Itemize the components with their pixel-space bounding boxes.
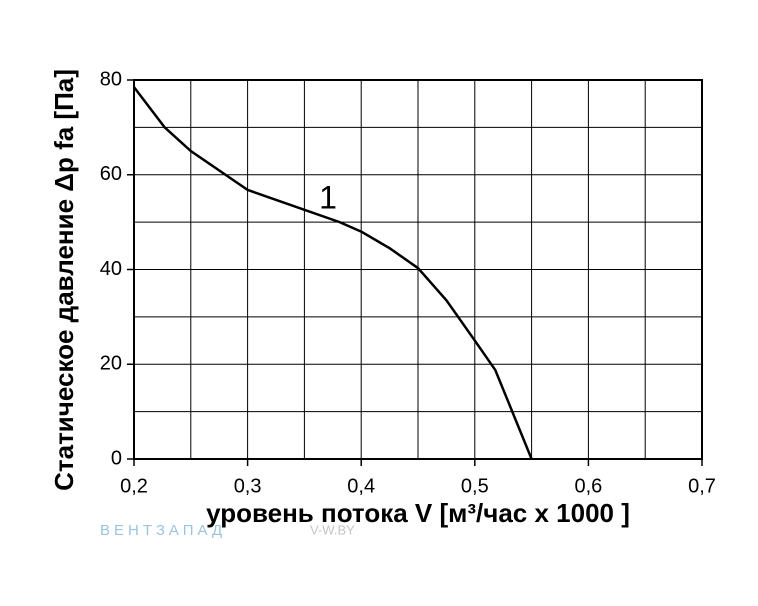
- series-label: 1: [319, 179, 337, 215]
- series-line: [133, 86, 533, 460]
- x-tick-label: 0,5: [461, 475, 489, 497]
- y-axis-label: Статическое давление Δp fa [Па]: [49, 69, 79, 491]
- x-axis-label: уровень потока V [м³/час x 1000 ]: [206, 498, 630, 528]
- y-tick-label: 80: [100, 68, 122, 90]
- watermark: V-W.BY: [310, 522, 355, 537]
- x-tick-label: 0,6: [574, 475, 602, 497]
- x-tick-label: 0,3: [234, 475, 262, 497]
- x-tick-label: 0,2: [120, 475, 148, 497]
- y-tick-label: 20: [100, 353, 122, 375]
- x-tick-label: 0,4: [347, 475, 375, 497]
- watermark: ВЕНТЗАПАД: [100, 522, 226, 539]
- y-tick-label: 60: [100, 163, 122, 185]
- x-tick-label: 0,7: [688, 475, 716, 497]
- y-tick-label: 40: [100, 258, 122, 280]
- y-tick-label: 0: [111, 447, 122, 469]
